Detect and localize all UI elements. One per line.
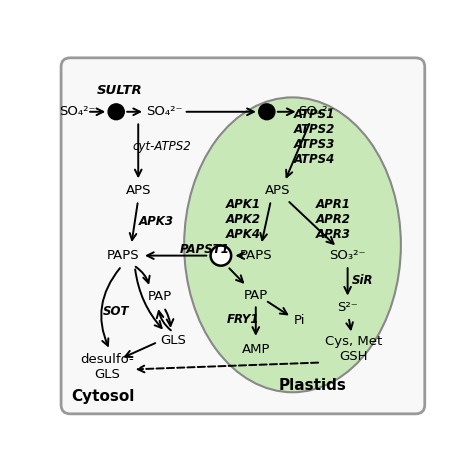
Ellipse shape — [184, 98, 401, 392]
Text: Plastids: Plastids — [279, 378, 346, 393]
Text: AMP: AMP — [242, 343, 270, 355]
Text: GLS: GLS — [160, 333, 186, 347]
Text: PAPS: PAPS — [107, 249, 140, 262]
Circle shape — [210, 246, 231, 266]
Text: PAP: PAP — [244, 289, 268, 302]
Text: APS: APS — [265, 184, 291, 198]
Text: SULTR: SULTR — [97, 84, 143, 97]
Text: Cys, Met
GSH: Cys, Met GSH — [325, 335, 382, 363]
Text: FRY1: FRY1 — [227, 313, 259, 326]
Text: PAP: PAP — [148, 290, 173, 304]
Circle shape — [108, 104, 124, 120]
Text: ATPS1
ATPS2
ATPS3
ATPS4: ATPS1 ATPS2 ATPS3 ATPS4 — [294, 108, 335, 166]
Text: SO₄²⁻: SO₄²⁻ — [59, 105, 96, 118]
Text: SiR: SiR — [352, 274, 373, 287]
Text: PAPS: PAPS — [239, 249, 272, 262]
Text: desulfo-
GLS: desulfo- GLS — [80, 353, 134, 381]
Text: SO₃²⁻: SO₃²⁻ — [329, 249, 366, 262]
Text: SO₄²⁻: SO₄²⁻ — [298, 105, 335, 118]
Text: APK3: APK3 — [139, 215, 174, 228]
Text: cyt-ATPS2: cyt-ATPS2 — [133, 140, 191, 153]
Text: SO₄²⁻: SO₄²⁻ — [146, 105, 182, 118]
Circle shape — [259, 104, 275, 120]
Text: Pi: Pi — [294, 314, 306, 327]
Text: PAPST1: PAPST1 — [180, 243, 229, 256]
Text: APR1
APR2
APR3: APR1 APR2 APR3 — [316, 198, 350, 241]
Text: Cytosol: Cytosol — [72, 389, 135, 404]
Text: APK1
APK2
APK4: APK1 APK2 APK4 — [226, 198, 260, 241]
Text: SOT: SOT — [103, 305, 129, 318]
Text: APS: APS — [126, 184, 151, 198]
Text: S²⁻: S²⁻ — [337, 301, 358, 314]
FancyBboxPatch shape — [61, 58, 425, 414]
